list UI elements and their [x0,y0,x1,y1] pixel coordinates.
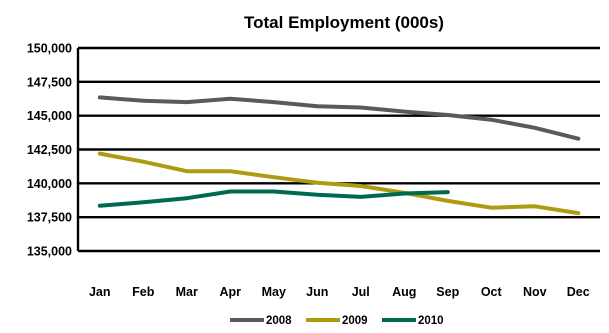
series-line-2008 [97,95,581,141]
series-line-2010 [97,189,450,208]
x-tick-label: Dec [567,285,590,299]
y-tick-label: 145,000 [27,109,72,123]
y-tick-label: 137,500 [27,211,72,225]
legend-label-2010: 2010 [418,315,444,327]
x-tick-label: Feb [132,285,155,299]
y-tick-label: 142,500 [27,143,72,157]
legend-label-2008: 2008 [266,315,292,327]
axes: 135,000 137,500 140,000 142,500 145,000 147,5… [27,42,590,300]
y-tick-label: 135,000 [27,245,72,259]
x-tick-label: Apr [219,285,241,299]
y-tick-label: 140,000 [27,177,72,191]
chart-title: Total Employment (000s) [244,13,444,32]
x-tick-label: Jul [352,285,370,299]
x-tick-label: Oct [481,285,503,299]
x-tick-label: May [262,285,286,299]
x-tick-label: Mar [176,285,198,299]
y-tick-label: 150,000 [27,42,72,56]
y-tick-label: 147,500 [27,75,72,89]
x-tick-label: Jan [89,285,111,299]
legend: 2008 2009 2010 [230,315,444,327]
x-tick-label: Jun [306,285,328,299]
x-tick-label: Nov [523,285,547,299]
series-line-2009 [97,151,581,216]
series-lines [97,95,581,216]
gridlines [78,46,600,253]
legend-label-2009: 2009 [342,315,368,327]
x-tick-label: Sep [436,285,459,299]
x-tick-label: Aug [392,285,416,299]
